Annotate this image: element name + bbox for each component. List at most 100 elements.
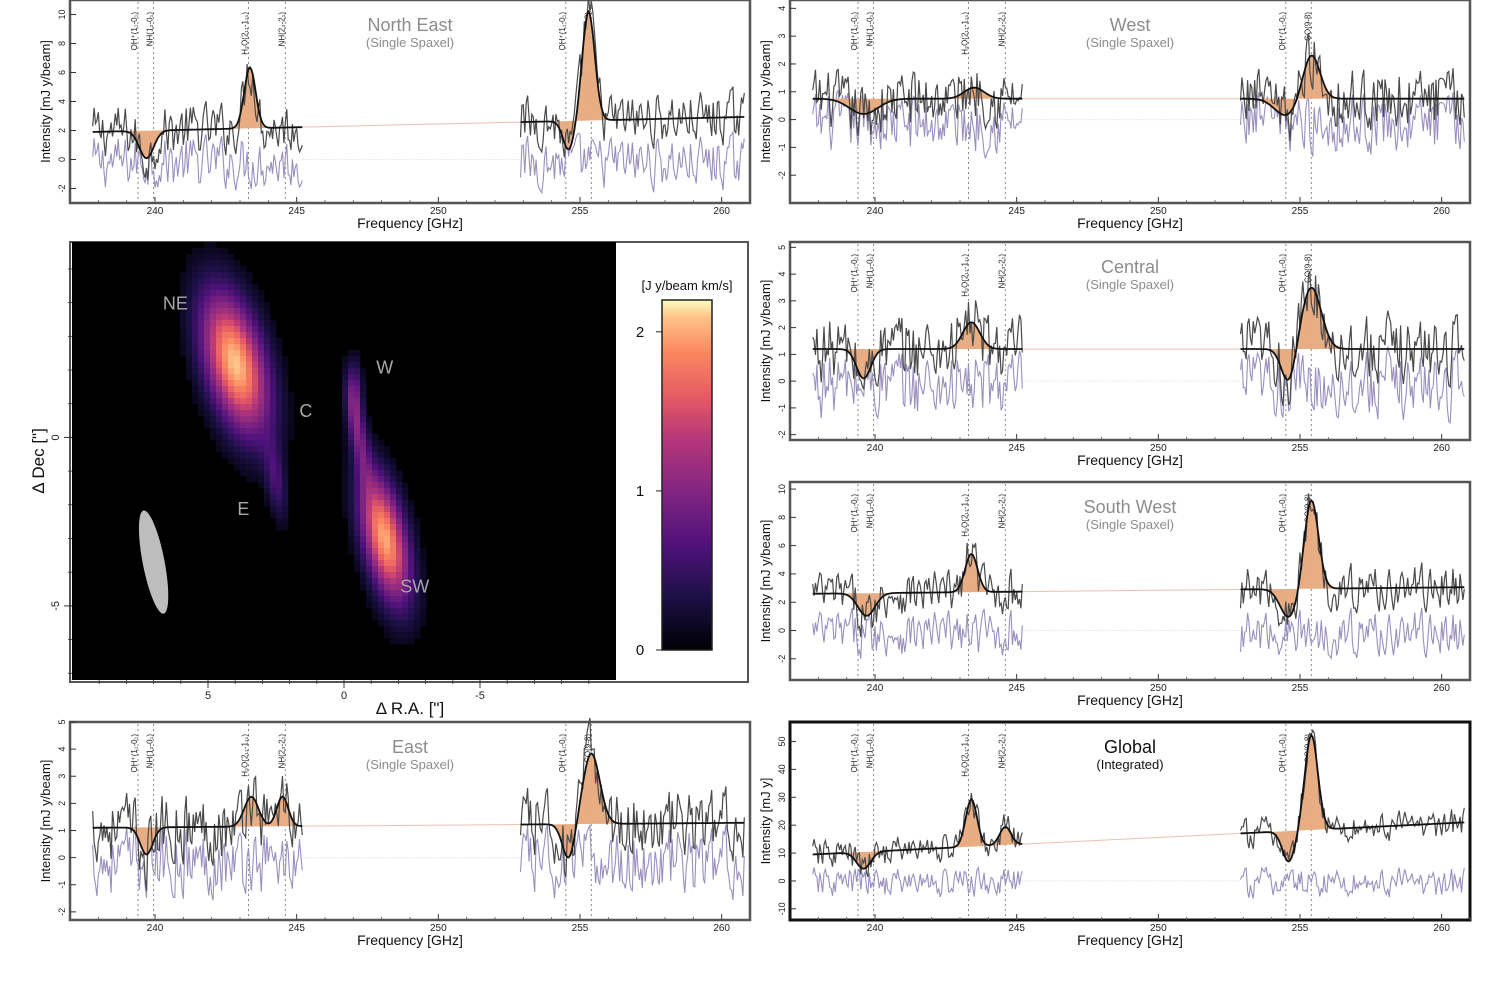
map-pixel bbox=[390, 578, 397, 585]
map-pixel bbox=[186, 326, 193, 333]
map-pixel bbox=[186, 374, 193, 381]
map-pixel bbox=[234, 434, 241, 441]
map-pixel bbox=[282, 518, 289, 525]
residual-spectrum-line bbox=[92, 134, 303, 191]
map-pixel bbox=[396, 626, 403, 633]
continuum-bridge bbox=[302, 824, 521, 827]
map-pixel bbox=[408, 506, 415, 513]
map-pixel bbox=[342, 362, 349, 369]
map-pixel bbox=[378, 512, 385, 519]
map-pixel bbox=[192, 272, 199, 279]
map-pixel bbox=[282, 368, 289, 375]
map-pixel bbox=[378, 506, 385, 513]
map-pixel bbox=[372, 542, 379, 549]
map-pixel bbox=[354, 386, 361, 393]
spectrum-panel-east: East(Single Spaxel) OH⁺(1₁-0₁) NH(1₂-0₁) H₂… bbox=[38, 717, 752, 948]
map-y-axis-label: Δ Dec ["] bbox=[29, 428, 48, 494]
x-tick-label: 240 bbox=[147, 206, 164, 217]
model-fit-line bbox=[520, 752, 745, 859]
map-pixel bbox=[354, 518, 361, 525]
map-pixel bbox=[420, 596, 427, 603]
map-pixel bbox=[180, 314, 187, 321]
map-pixel bbox=[204, 284, 211, 291]
line-marker-label: OH⁺(1₁-0₁) bbox=[558, 12, 567, 51]
map-pixel bbox=[234, 272, 241, 279]
line-marker-label: OH⁺(1₁-0₁) bbox=[850, 494, 859, 533]
map-pixel bbox=[402, 626, 409, 633]
map-pixel bbox=[408, 512, 415, 519]
map-pixel bbox=[402, 500, 409, 507]
map-pixel bbox=[282, 494, 289, 501]
map-pixel bbox=[192, 260, 199, 267]
map-pixel bbox=[372, 536, 379, 543]
x-tick-label: 260 bbox=[1433, 206, 1450, 217]
map-pixel bbox=[402, 632, 409, 639]
map-pixel bbox=[360, 464, 367, 471]
map-pixel bbox=[378, 620, 385, 627]
map-pixel bbox=[216, 428, 223, 435]
map-pixel bbox=[282, 404, 289, 411]
map-pixel bbox=[192, 332, 199, 339]
map-pixel bbox=[198, 392, 205, 399]
map-pixel bbox=[348, 410, 355, 417]
map-pixel bbox=[234, 422, 241, 429]
map-pixel bbox=[234, 260, 241, 267]
map-pixel bbox=[348, 428, 355, 435]
map-pixel bbox=[396, 482, 403, 489]
line-marker-label: OH⁺(1₁-0₁) bbox=[130, 12, 139, 51]
map-pixel bbox=[222, 350, 229, 357]
map-pixel bbox=[360, 554, 367, 561]
residual-spectrum-line bbox=[1239, 346, 1465, 425]
map-pixel bbox=[402, 620, 409, 627]
map-pixel bbox=[420, 578, 427, 585]
map-pixel bbox=[258, 368, 265, 375]
map-pixel bbox=[198, 386, 205, 393]
map-pixel bbox=[402, 536, 409, 543]
map-pixel bbox=[396, 500, 403, 507]
map-pixel bbox=[222, 422, 229, 429]
map-pixel bbox=[216, 272, 223, 279]
map-pixel bbox=[366, 602, 373, 609]
map-pixel bbox=[186, 320, 193, 327]
map-pixel bbox=[252, 332, 259, 339]
map-pixel bbox=[186, 362, 193, 369]
map-pixel bbox=[366, 518, 373, 525]
map-pixel bbox=[408, 572, 415, 579]
map-pixel bbox=[198, 380, 205, 387]
map-pixel bbox=[396, 518, 403, 525]
map-pixel bbox=[360, 398, 367, 405]
map-pixel bbox=[420, 572, 427, 579]
map-pixel bbox=[186, 284, 193, 291]
map-pixel bbox=[216, 350, 223, 357]
map-pixel bbox=[246, 440, 253, 447]
residual-spectrum-line bbox=[92, 826, 303, 901]
map-pixel bbox=[204, 254, 211, 261]
source-label: E bbox=[237, 499, 249, 519]
map-pixel bbox=[222, 338, 229, 345]
map-pixel bbox=[378, 548, 385, 555]
map-pixel bbox=[216, 278, 223, 285]
map-pixel bbox=[348, 500, 355, 507]
map-pixel bbox=[252, 290, 259, 297]
map-pixel bbox=[228, 458, 235, 465]
map-pixel bbox=[348, 548, 355, 555]
map-pixel bbox=[378, 614, 385, 621]
map-pixel bbox=[240, 380, 247, 387]
panel-subtitle: (Single Spaxel) bbox=[366, 35, 454, 50]
map-pixel bbox=[246, 410, 253, 417]
map-pixel bbox=[372, 608, 379, 615]
map-pixel bbox=[372, 512, 379, 519]
map-pixel bbox=[240, 308, 247, 315]
map-pixel bbox=[192, 278, 199, 285]
line-marker-label: NH(2₃-2₁) bbox=[997, 12, 1006, 47]
map-pixel bbox=[252, 308, 259, 315]
map-pixel bbox=[360, 560, 367, 567]
model-fit-line bbox=[92, 65, 303, 160]
map-pixel bbox=[186, 338, 193, 345]
map-pixel bbox=[252, 452, 259, 459]
map-pixel bbox=[360, 512, 367, 519]
map-pixel bbox=[378, 530, 385, 537]
map-pixel bbox=[276, 374, 283, 381]
map-pixel bbox=[198, 410, 205, 417]
